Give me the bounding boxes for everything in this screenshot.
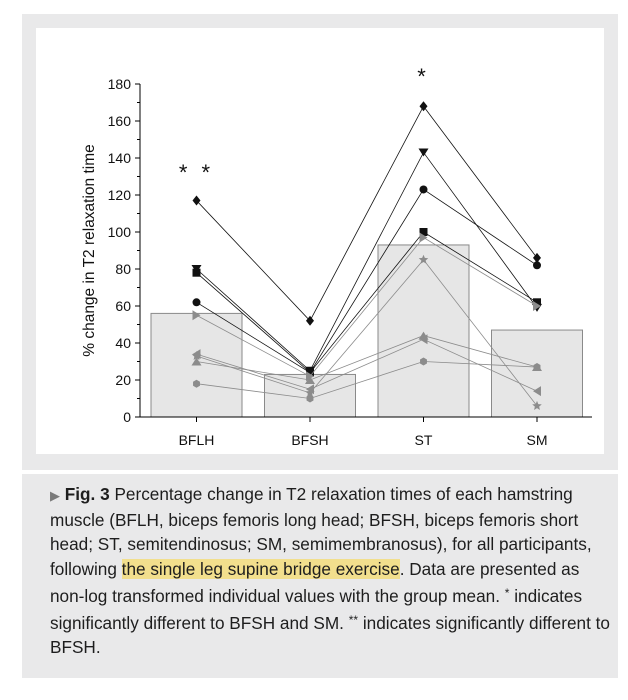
point-triangle-left-st	[419, 334, 428, 345]
series-line-triangle-left	[196, 338, 538, 392]
point-hexagon-bflh	[193, 379, 200, 388]
point-hexagon-sm	[533, 363, 541, 372]
point-triangle-left-bflh	[192, 349, 201, 360]
caption-text-part-4: indicates significantly different to BFS…	[50, 613, 610, 658]
x-tick-label-bflh: BFLH	[179, 432, 215, 448]
caption-text: ▶ Fig. 3 Percentage change in T2 relaxat…	[50, 482, 610, 659]
y-tick-label-180: 180	[108, 76, 132, 92]
point-triangle-right-st	[419, 232, 428, 243]
point-triangle-up-bflh	[191, 357, 202, 366]
point-triangle-right-bflh	[192, 310, 201, 321]
figure-caption: ▶ Fig. 3 Percentage change in T2 relaxat…	[22, 474, 618, 678]
significance-marker-st: *	[417, 64, 430, 89]
point-diamond-st	[419, 101, 428, 112]
figure-label: Fig. 3	[64, 484, 110, 504]
point-circle-sm	[533, 261, 541, 270]
point-triangle-right-sm	[533, 301, 541, 311]
series-line-square	[196, 231, 538, 374]
caption-asterisk-single: *	[504, 585, 510, 600]
caption-text-part-3: indicates significantly different to BFS…	[50, 585, 583, 634]
point-diamond-bflh	[192, 195, 201, 206]
bar-mean-sm	[491, 329, 583, 418]
caption-arrow-icon: ▶	[50, 488, 60, 503]
caption-asterisk-double: **	[348, 613, 359, 628]
point-diamond-bfsh	[306, 315, 314, 326]
series-line-triangle-down	[196, 151, 538, 372]
point-circle-st	[419, 185, 428, 194]
x-tick-label-st: ST	[415, 432, 433, 448]
y-tick-label-60: 60	[115, 298, 131, 314]
y-tick-label-120: 120	[108, 187, 132, 203]
point-hexagon-st	[420, 357, 427, 366]
y-tick-label-80: 80	[115, 261, 131, 277]
y-axis-title: % change in T2 relaxation time	[81, 144, 98, 357]
x-tick-label-bfsh: BFSH	[291, 432, 328, 448]
x-tick-label-sm: SM	[527, 432, 548, 448]
caption-text-part-1: Percentage change in T2 relaxation times…	[50, 484, 592, 579]
point-diamond-sm	[533, 252, 541, 263]
series-line-triangle-right	[196, 237, 538, 377]
figure-panel: 0 20 40 60 80 100 120 140 160 180 BFLH BFSH ST SM % ch…	[22, 14, 618, 470]
point-triangle-left-bfsh	[306, 384, 314, 395]
y-tick-label-160: 160	[108, 113, 132, 129]
series-line-triangle-up	[196, 335, 538, 381]
plot-card: 0 20 40 60 80 100 120 140 160 180 BFLH BFSH ST SM % ch…	[36, 28, 604, 454]
y-tick-label-0: 0	[123, 409, 131, 425]
y-tick-label-100: 100	[108, 224, 132, 240]
point-star-sm	[532, 400, 542, 410]
point-triangle-left-sm	[533, 386, 541, 397]
y-tick-label-20: 20	[115, 372, 131, 388]
caption-text-part-2: . Data are presented as non-log transfor…	[50, 558, 580, 606]
point-star-st	[418, 254, 429, 264]
significance-marker-bflh: * *	[179, 160, 214, 185]
point-hexagon-bfsh	[306, 394, 314, 403]
y-tick-label-40: 40	[115, 335, 131, 351]
y-tick-label-140: 140	[108, 150, 132, 166]
point-circle-bflh	[192, 298, 201, 307]
hamstring-t2-chart: 0 20 40 60 80 100 120 140 160 180 BFLH BFSH ST SM % ch…	[81, 64, 592, 448]
caption-highlight: the single leg supine bridge exercise	[121, 558, 400, 579]
series-line-diamond	[196, 105, 538, 322]
series-line-hexagon	[196, 361, 538, 399]
point-triangle-down-st	[418, 148, 429, 157]
bar-mean-st	[377, 244, 470, 418]
point-square-bflh	[192, 268, 201, 277]
series-line-circle	[196, 188, 538, 374]
point-triangle-up-bfsh	[305, 376, 315, 384]
point-star-bfsh	[305, 387, 315, 397]
series-line-star	[196, 259, 538, 407]
